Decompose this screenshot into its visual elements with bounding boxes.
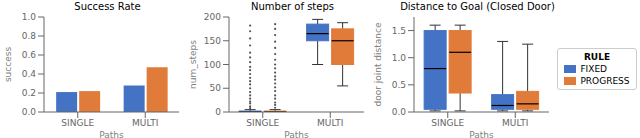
svg-text:150: 150 (204, 36, 221, 46)
svg-text:0: 0 (215, 107, 221, 117)
svg-text:Paths: Paths (469, 130, 494, 138)
svg-text:1.0: 1.0 (22, 13, 37, 22)
svg-text:door joint distance: door joint distance (373, 22, 383, 106)
svg-text:0.0: 0.0 (392, 107, 407, 117)
html-text:Distance to Goal (Closed Door): Distance to Goal (Closed Door) (400, 1, 555, 12)
svg-text:num_steps: num_steps (188, 40, 198, 89)
svg-text:0.5: 0.5 (392, 80, 406, 90)
svg-text:200: 200 (204, 13, 221, 22)
svg-text:MULTI: MULTI (132, 118, 158, 128)
svg-text:success: success (8, 47, 13, 83)
svg-text:0.0: 0.0 (22, 107, 37, 117)
html-text:RULE: RULE (583, 52, 610, 62)
svg-text:100: 100 (204, 60, 221, 70)
svg-text:50: 50 (210, 83, 222, 93)
svg-text:MULTI: MULTI (317, 118, 343, 128)
svg-text:MULTI: MULTI (502, 118, 528, 128)
svg-text:SINGLE: SINGLE (246, 118, 279, 128)
svg-text:1.0: 1.0 (392, 53, 407, 63)
svg-text:Paths: Paths (99, 130, 124, 138)
svg-text:1.5: 1.5 (392, 26, 406, 36)
html-text:FIXED: FIXED (580, 64, 608, 74)
svg-text:0.8: 0.8 (22, 31, 37, 41)
svg-text:0.4: 0.4 (22, 69, 37, 79)
svg-text:SINGLE: SINGLE (61, 118, 94, 128)
html-text:Number of steps: Number of steps (251, 1, 334, 12)
html-text:Success Rate: Success Rate (74, 1, 141, 12)
html-text:PROGRESS: PROGRESS (580, 76, 630, 86)
svg-text:Paths: Paths (284, 130, 309, 138)
svg-text:0.2: 0.2 (22, 88, 36, 98)
svg-text:SINGLE: SINGLE (431, 118, 464, 128)
svg-text:0.6: 0.6 (22, 50, 37, 60)
